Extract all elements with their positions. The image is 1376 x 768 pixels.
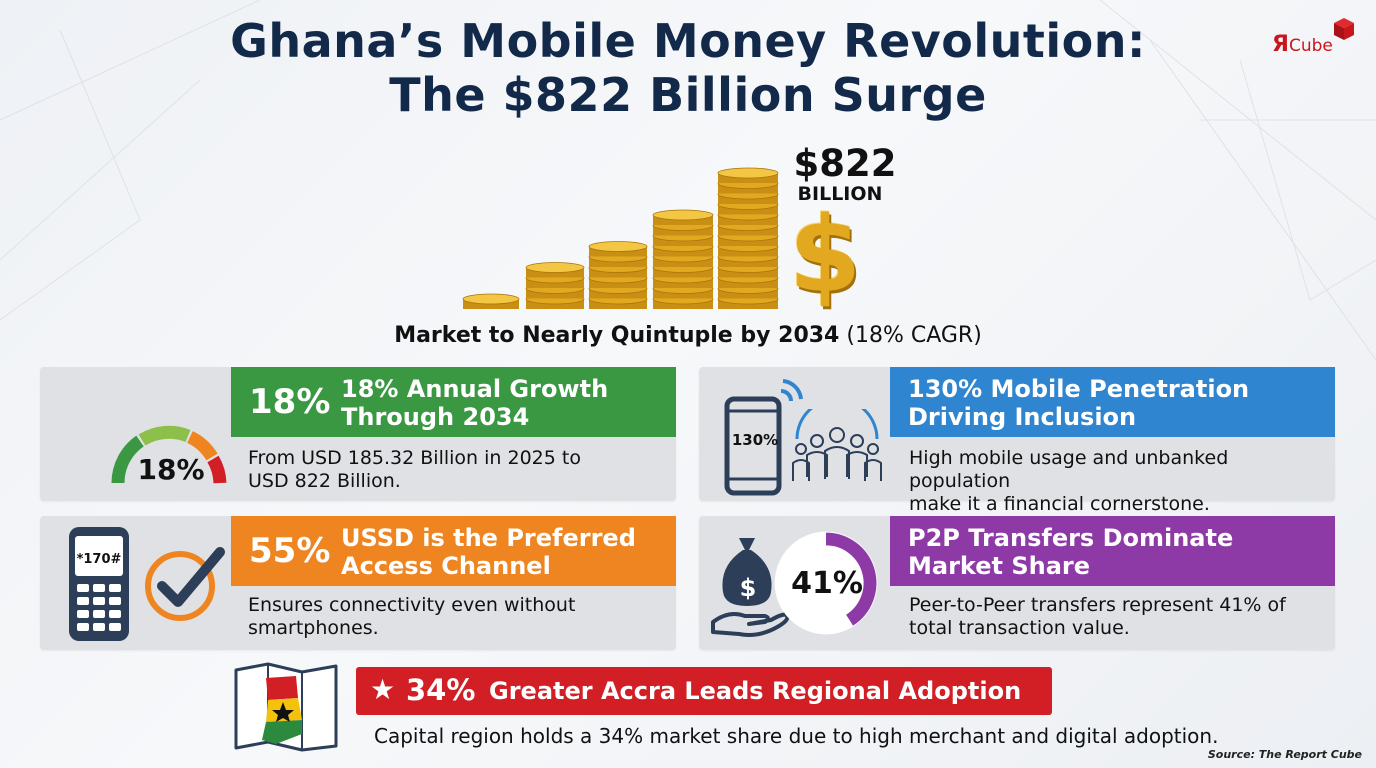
accra-body: Capital region holds a 34% market share … <box>374 724 1219 748</box>
coin-stack <box>462 293 520 309</box>
growth-body-line2: USD 822 Billion. <box>248 470 401 492</box>
p2p-header: P2P Transfers Dominate Market Share <box>890 516 1335 586</box>
coin-face <box>462 293 520 305</box>
ussd-code: *170# <box>76 552 122 567</box>
mobile-card: 130% 130% Mobile Penetration Driving Inc… <box>699 367 1335 515</box>
ussd-body-line1: Ensures connectivity even without <box>248 594 576 616</box>
coin-face <box>717 167 779 179</box>
accra-pct: 34% <box>406 673 476 707</box>
growth-heading: 18% Annual Growth Through 2034 <box>341 375 608 431</box>
ussd-body: Ensures connectivity even without smartp… <box>248 594 575 640</box>
logo-text: ЯCube <box>1272 32 1333 57</box>
title-line-2: The $822 Billion Surge <box>389 68 987 122</box>
mobile-heading: 130% Mobile Penetration Driving Inclusio… <box>908 375 1249 431</box>
subtitle-cagr: (18% CAGR) <box>846 323 982 348</box>
ghana-map-icon <box>234 662 338 752</box>
smartphone-signal-icon <box>724 379 803 496</box>
growth-heading-line1: 18% Annual Growth <box>341 375 609 403</box>
dollar-sign-icon: $ <box>788 194 862 316</box>
subtitle-bold: Market to Nearly Quintuple by 2034 <box>394 323 840 348</box>
source-note: Source: The Report Cube <box>1207 748 1362 761</box>
p2p-heading-line1: P2P Transfers Dominate <box>908 524 1234 552</box>
subtitle: Market to Nearly Quintuple by 2034 (18% … <box>0 323 1376 348</box>
ussd-heading-line1: USSD is the Preferred <box>341 524 636 552</box>
growth-body-line1: From USD 185.32 Billion in 2025 to <box>248 447 581 469</box>
coin-face <box>525 262 585 273</box>
report-cube-logo: ЯCube <box>1272 18 1362 62</box>
growth-pct: 18% <box>249 382 331 422</box>
logo-r: Я <box>1272 32 1289 57</box>
mobile-heading-line1: 130% Mobile Penetration <box>908 375 1250 403</box>
p2p-body-line1: Peer-to-Peer transfers represent 41% of <box>909 594 1286 616</box>
coin-stack <box>525 262 585 309</box>
bag-dollar: $ <box>739 574 757 602</box>
growth-header: 18% 18% Annual Growth Through 2034 <box>231 367 676 437</box>
ussd-heading: USSD is the Preferred Access Channel <box>341 524 636 580</box>
growth-card: 18% 18% 18% Annual Growth Through 2034 F… <box>40 367 676 501</box>
coin-stack <box>588 241 648 309</box>
growth-heading-line2: Through 2034 <box>341 403 530 431</box>
mobile-heading-line2: Driving Inclusion <box>908 403 1137 431</box>
hero-unit: BILLION <box>797 183 883 205</box>
mobile-body: High mobile usage and unbanked populatio… <box>909 447 1335 516</box>
gauge-value: 18% <box>137 453 205 486</box>
mobile-body-line1: High mobile usage and unbanked populatio… <box>909 447 1229 492</box>
accra-heading: Greater Accra Leads Regional Adoption <box>489 677 1022 705</box>
coin-stack <box>652 209 714 309</box>
title-line-1: Ghana’s Mobile Money Revolution: <box>230 14 1146 68</box>
p2p-card: $ 41% P2P Transfers Dominate Market Shar… <box>699 516 1335 650</box>
logo-cube-word: Cube <box>1288 36 1333 56</box>
check-circle-icon <box>145 547 225 621</box>
p2p-body: Peer-to-Peer transfers represent 41% of … <box>909 594 1286 640</box>
money-bag-hand-icon <box>711 538 789 637</box>
coin-face <box>652 209 714 221</box>
ussd-body-line2: smartphones. <box>248 617 379 639</box>
growth-body: From USD 185.32 Billion in 2025 to USD 8… <box>248 447 581 493</box>
p2p-body-line2: total transaction value. <box>909 617 1130 639</box>
ussd-pct: 55% <box>249 531 331 571</box>
ussd-heading-line2: Access Channel <box>341 552 551 580</box>
ussd-header: 55% USSD is the Preferred Access Channel <box>231 516 676 586</box>
page-title: Ghana’s Mobile Money Revolution: The $82… <box>0 14 1376 122</box>
ussd-card: *170# 55% USSD is the Preferred Access C… <box>40 516 676 650</box>
coin-stacks-icon <box>462 167 779 309</box>
cube-icon <box>1334 18 1354 40</box>
mobile-header: 130% Mobile Penetration Driving Inclusio… <box>890 367 1335 437</box>
donut-value: 41% <box>791 566 863 601</box>
coin-face <box>588 241 648 252</box>
feature-phone-icon <box>69 527 129 641</box>
star-icon: ★ <box>370 673 396 706</box>
speedometer-gauge-icon <box>111 425 227 484</box>
p2p-donut-chart <box>774 531 878 635</box>
coin-stack <box>717 167 779 309</box>
accra-banner: ★ 34% Greater Accra Leads Regional Adopt… <box>356 667 1052 715</box>
p2p-heading: P2P Transfers Dominate Market Share <box>908 524 1233 580</box>
p2p-heading-line2: Market Share <box>908 552 1091 580</box>
mobile-body-line2: make it a financial cornerstone. <box>909 493 1210 515</box>
donut-share-arc <box>825 532 877 626</box>
hero-value: $822 <box>793 142 897 185</box>
phone-value: 130% <box>731 431 779 449</box>
people-group-icon <box>792 409 882 481</box>
